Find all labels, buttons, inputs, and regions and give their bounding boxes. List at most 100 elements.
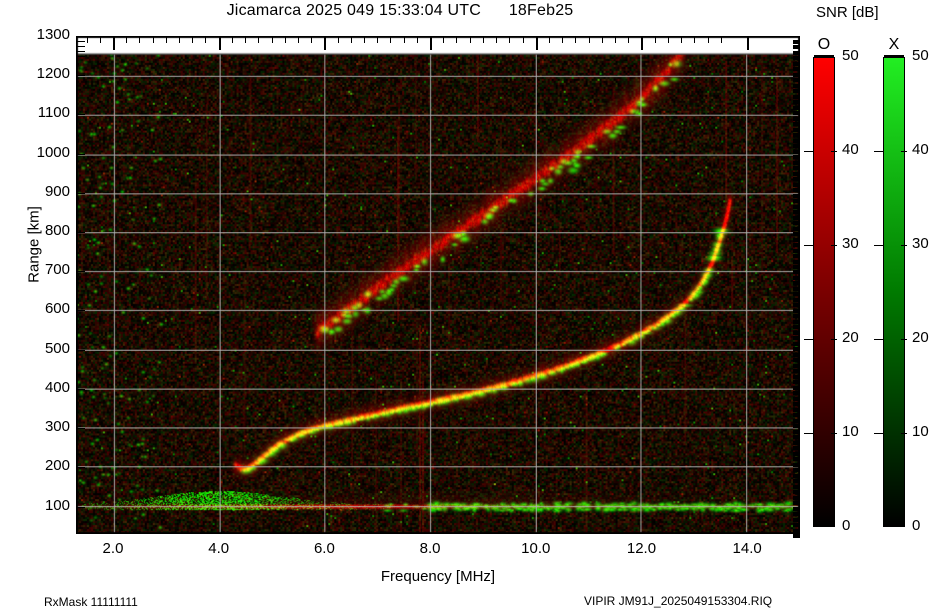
right-edge-tick [793, 199, 800, 204]
x-minor-tick [548, 36, 550, 43]
y-major-tick [76, 428, 85, 430]
x-minor-tick [390, 36, 392, 43]
right-edge-tick [793, 237, 800, 242]
x-minor-tick [205, 36, 207, 43]
right-edge-tick [793, 94, 800, 99]
x-major-tick [112, 36, 115, 50]
y-minor-tick [76, 36, 85, 37]
x-minor-tick [443, 36, 445, 43]
right-edge-tick [793, 182, 800, 187]
y-tick-label: 200 [44, 457, 70, 475]
right-edge-tick [793, 363, 800, 368]
right-edge-tick [793, 297, 800, 302]
y-tick-label: 800 [44, 222, 70, 240]
right-edge-tick [793, 303, 800, 308]
colorbar-tick-dash [804, 245, 813, 246]
right-edge-tick [793, 402, 800, 407]
right-edge-tick [793, 221, 800, 226]
right-edge-tick [793, 78, 800, 83]
colorbar-tick-label: 30 [912, 235, 929, 252]
right-edge-tick [793, 111, 800, 116]
colorbar-tick-dash [804, 433, 813, 434]
x-minor-tick [126, 36, 128, 43]
right-edge-tick [793, 424, 800, 429]
x-minor-tick [522, 36, 524, 43]
colorbar-x-symbol: X [888, 36, 900, 53]
right-edge-tick [793, 490, 800, 495]
x-minor-tick [694, 36, 696, 43]
right-edge-tick [793, 226, 800, 231]
right-edge-tick [793, 517, 800, 522]
colorbar-tick-label: 50 [912, 47, 929, 64]
right-edge-tick [793, 127, 800, 132]
x-minor-tick [482, 36, 484, 43]
right-edge-tick [793, 418, 800, 423]
right-edge-tick [793, 254, 800, 259]
x-axis-title: Frequency [MHz] [380, 568, 496, 585]
right-edge-tick [793, 286, 800, 291]
x-minor-tick [681, 36, 683, 43]
x-minor-tick [350, 36, 352, 43]
colorbar-tick-dash [874, 245, 883, 246]
right-edge-tick [793, 89, 800, 94]
x-minor-tick [496, 36, 498, 43]
right-edge-tick [793, 330, 800, 335]
x-minor-tick [337, 36, 339, 43]
right-edge-tick [793, 528, 800, 533]
right-edge-tick [793, 534, 800, 538]
right-edge-tick [793, 100, 800, 105]
x-minor-tick [364, 36, 365, 43]
x-minor-tick [139, 36, 141, 43]
colorbar-tick-dash [874, 339, 883, 340]
right-edge-tick [793, 369, 800, 374]
y-major-tick [76, 506, 85, 508]
right-edge-tick [793, 177, 800, 182]
right-edge-tick [793, 462, 800, 467]
right-edge-tick [793, 446, 800, 451]
right-edge-tick [793, 210, 800, 215]
ionogram-plot[interactable] [76, 36, 800, 534]
colorbar-tick-label: 0 [842, 517, 851, 534]
y-axis-tick-labels: 100 200 300 400 500 600 700 800 900 1000 1100 1200 1… [0, 0, 70, 614]
right-edge-tick [793, 380, 800, 385]
y-major-tick [76, 388, 85, 390]
y-tick-label: 500 [44, 339, 70, 357]
right-edge-tick [793, 325, 800, 330]
right-edge-tick [793, 116, 800, 121]
y-tick-label: 1200 [36, 65, 70, 83]
right-edge-tick [793, 336, 800, 341]
colorbar-tick-dash [804, 151, 813, 152]
right-edge-tick [793, 314, 800, 319]
y-tick-label: 600 [44, 300, 70, 318]
x-minor-tick [654, 36, 656, 43]
x-minor-tick [720, 36, 722, 43]
right-edge-tick [793, 259, 800, 264]
colorbar-tick-dash [831, 245, 837, 246]
x-major-tick [641, 36, 644, 50]
x-major-tick [535, 36, 538, 50]
x-minor-tick [641, 36, 643, 43]
colorbar-tick-dash [831, 433, 837, 434]
right-edge-tick [793, 495, 800, 500]
right-edge-tick [793, 243, 800, 248]
right-edge-tick [793, 451, 800, 456]
colorbar-tick-dash [901, 245, 907, 246]
x-minor-tick [311, 36, 313, 43]
right-edge-tick [793, 193, 800, 198]
x-major-tick [430, 36, 433, 50]
x-minor-tick [258, 36, 260, 43]
x-minor-tick [469, 36, 471, 43]
right-edge-tick [793, 292, 800, 297]
right-edge-tick [793, 270, 800, 275]
x-minor-tick [601, 36, 603, 43]
right-edge-tick [793, 83, 800, 88]
y-tick-label: 1100 [37, 104, 70, 122]
x-tick-label: 12.0 [626, 540, 657, 557]
x-minor-tick [416, 36, 418, 43]
right-edge-tick [793, 204, 800, 209]
right-edge-tick [793, 166, 800, 171]
colorbar-tick-label: 50 [842, 47, 859, 64]
right-edge-tick [793, 188, 800, 193]
x-minor-tick [231, 36, 233, 43]
y-tick-label: 400 [44, 378, 70, 396]
